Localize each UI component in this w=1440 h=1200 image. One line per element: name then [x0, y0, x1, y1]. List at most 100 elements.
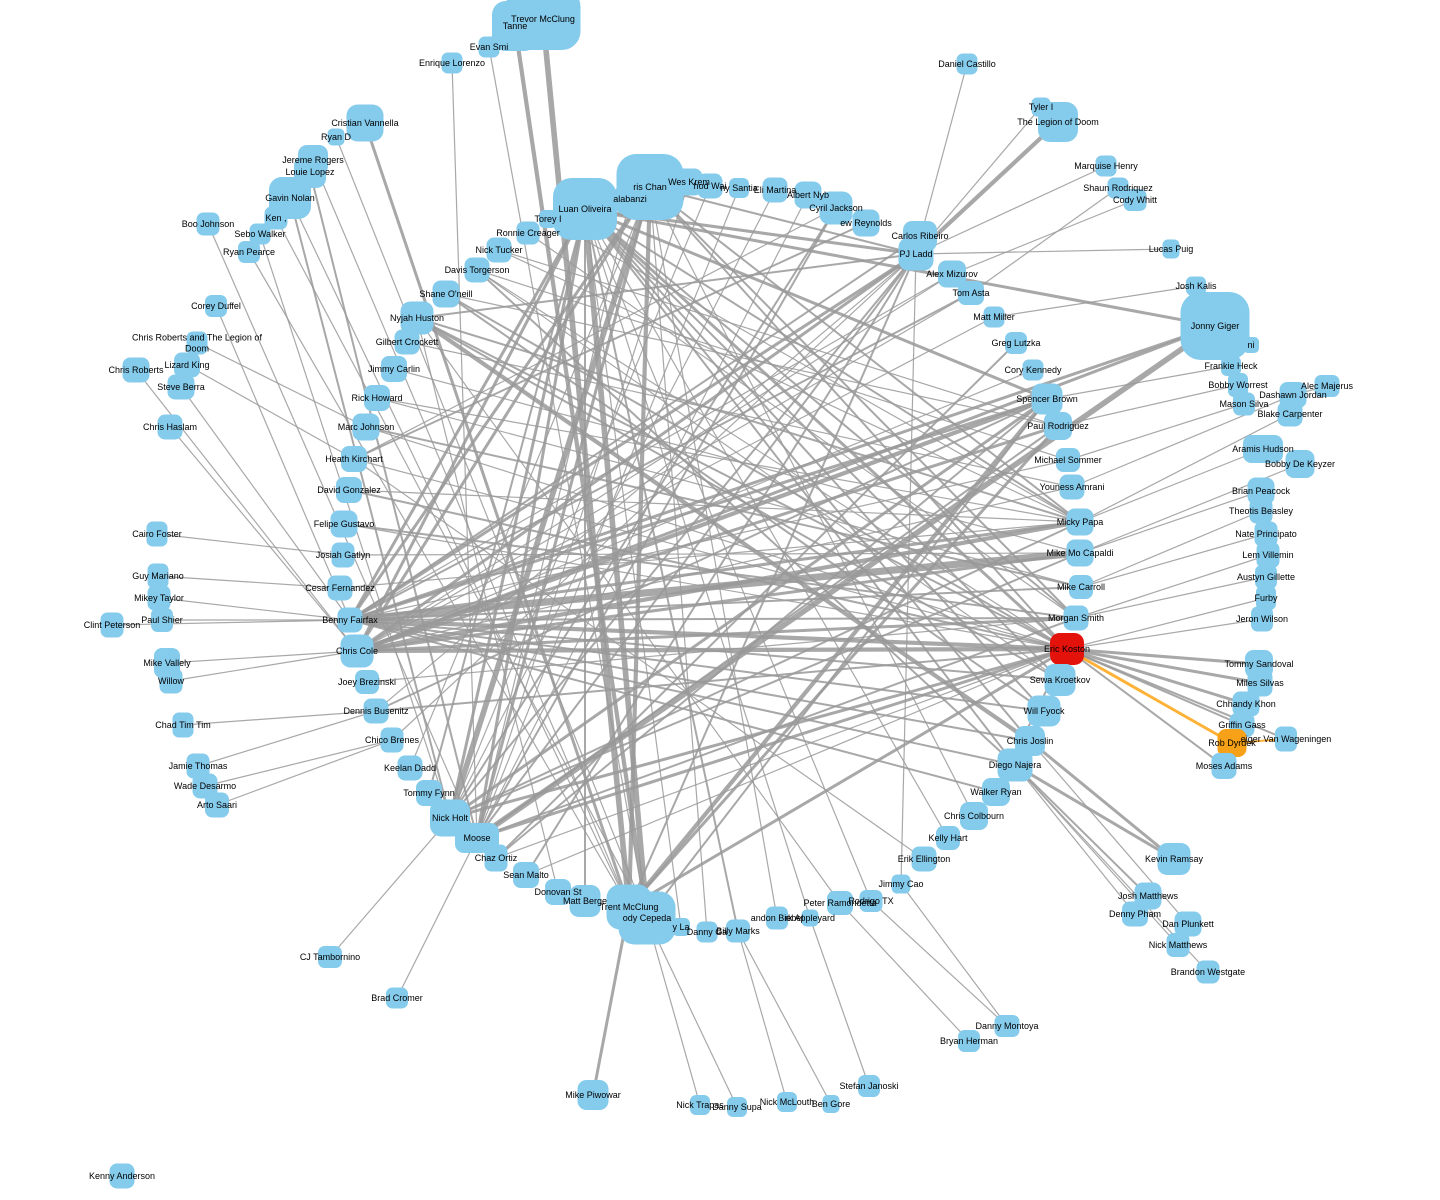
- node-mike-piwowar[interactable]: [577, 1080, 609, 1110]
- node-enrique-lorenzo[interactable]: [441, 52, 463, 74]
- node-ryan-pearce[interactable]: [238, 241, 260, 263]
- node-chris-cole[interactable]: [340, 634, 374, 668]
- node-cairo-foster[interactable]: [146, 521, 168, 547]
- node-marc-johnson[interactable]: [352, 413, 380, 441]
- node-cesar-fernandez[interactable]: [327, 575, 353, 601]
- node-danny-montoya[interactable]: [994, 1015, 1020, 1037]
- node-chris-roberts[interactable]: [122, 357, 150, 383]
- node-martina[interactable]: [762, 177, 788, 203]
- node-ishod-wair[interactable]: [697, 173, 723, 199]
- node-sebo-walker[interactable]: [249, 223, 271, 245]
- node-furby[interactable]: [1256, 586, 1276, 610]
- node-clint-peterson[interactable]: [100, 612, 124, 638]
- node-andrew-reynolds[interactable]: [852, 209, 880, 237]
- node-dennis-busenitz[interactable]: [363, 698, 389, 724]
- node-chris-chann[interactable]: [616, 154, 684, 220]
- node-blake-carpenter[interactable]: [1277, 401, 1303, 427]
- node-paul-rodriguez[interactable]: [1044, 412, 1072, 440]
- node-denny-pham[interactable]: [1122, 901, 1148, 927]
- node-theotis-beasley[interactable]: [1249, 498, 1273, 524]
- node-marquise-henry[interactable]: [1095, 155, 1117, 177]
- node-chhandy-khon[interactable]: [1232, 691, 1260, 717]
- node-alec-majerus[interactable]: [1314, 375, 1340, 397]
- node-ben-gore[interactable]: [822, 1095, 840, 1113]
- node-sewa-kroetkov[interactable]: [1044, 664, 1076, 696]
- node-cristian-vannella[interactable]: [346, 104, 384, 142]
- node-cyril-jackson[interactable]: [819, 191, 853, 225]
- node-michael-sommer[interactable]: [1056, 448, 1080, 472]
- node-aramis-hudson[interactable]: [1243, 435, 1283, 463]
- node-trevor-mcclung[interactable]: [505, 0, 581, 50]
- node-frankie-heck[interactable]: [1221, 356, 1241, 376]
- node-rick-howard[interactable]: [364, 385, 390, 411]
- node-billy-marks[interactable]: [726, 919, 750, 943]
- node-josh-kalis[interactable]: [1186, 276, 1206, 296]
- node-torey[interactable]: [539, 210, 557, 228]
- node-peter-ramondetta[interactable]: [827, 891, 853, 915]
- node-youness-amrani[interactable]: [1059, 474, 1085, 500]
- node-albert-nyberg[interactable]: [794, 181, 822, 209]
- node-alex-mizurov[interactable]: [938, 260, 966, 288]
- node-keelan-dadd[interactable]: [397, 755, 423, 781]
- node-chico-brenes[interactable]: [380, 727, 404, 753]
- node-santiago[interactable]: [729, 178, 749, 198]
- node-matt-miller[interactable]: [983, 306, 1005, 328]
- node-bryan-herman[interactable]: [958, 1030, 980, 1052]
- node-eric-koston[interactable]: [1050, 633, 1084, 665]
- node-jeron-wilson[interactable]: [1251, 606, 1273, 632]
- node-ronnie-creager[interactable]: [516, 221, 540, 245]
- node-heath-kirchart[interactable]: [341, 446, 367, 472]
- node-shaun-rodriquez[interactable]: [1107, 177, 1129, 199]
- node-tom-asta[interactable]: [958, 281, 984, 305]
- node-chris-haslam[interactable]: [157, 414, 183, 440]
- node-jonny-giger[interactable]: [1180, 292, 1250, 360]
- node-danny-supa[interactable]: [727, 1097, 747, 1117]
- node-davis-torgerson[interactable]: [464, 257, 490, 283]
- node-jimmy-carlin[interactable]: [381, 356, 407, 382]
- node-mark-appleyard[interactable]: [801, 909, 819, 927]
- node-nick-tucker[interactable]: [486, 237, 512, 263]
- node-rob-dyrdek[interactable]: [1217, 729, 1247, 757]
- node-y-la[interactable]: [672, 918, 690, 936]
- node-gilbert-crockett[interactable]: [394, 329, 420, 355]
- node-paul-shier[interactable]: [151, 608, 173, 632]
- node-miles-silvas[interactable]: [1247, 669, 1273, 697]
- node-kevin-ramsay[interactable]: [1157, 843, 1191, 875]
- node-sean-malto[interactable]: [513, 862, 539, 888]
- node-nick-holt[interactable]: [430, 799, 470, 837]
- node-kenny-anderson[interactable]: [109, 1163, 135, 1189]
- node-josiah-gatlyn[interactable]: [331, 542, 355, 568]
- node-tommy-fynn[interactable]: [416, 780, 442, 806]
- node-ryan-d[interactable]: [327, 128, 345, 146]
- node-austyn-gillette[interactable]: [1255, 565, 1277, 589]
- node-guy-mariano[interactable]: [147, 563, 169, 589]
- node-boo-johnson[interactable]: [196, 212, 220, 236]
- node-nate-principato[interactable]: [1254, 521, 1278, 547]
- node-evan-smith[interactable]: [478, 36, 500, 58]
- node-chris-roberts-lod[interactable]: [186, 331, 208, 355]
- node-david-gonzalez[interactable]: [336, 477, 362, 503]
- node-micky-papa[interactable]: [1066, 508, 1094, 536]
- node-cory-kennedy[interactable]: [1022, 359, 1044, 381]
- node-lem-villemin[interactable]: [1256, 542, 1280, 568]
- node-mason-silva[interactable]: [1233, 392, 1255, 416]
- node-wade-desarmo[interactable]: [192, 773, 218, 799]
- node-daniel-castillo[interactable]: [956, 53, 978, 75]
- node-shane-oneill[interactable]: [432, 280, 460, 308]
- node-trent-mcclung[interactable]: [606, 884, 652, 930]
- node-spencer-brown[interactable]: [1031, 383, 1063, 415]
- node-cj-tambornino[interactable]: [318, 946, 342, 968]
- node-benny-fairfax[interactable]: [337, 607, 363, 633]
- node-rodrigo-tx[interactable]: [859, 890, 883, 912]
- node-nick-mclouth[interactable]: [777, 1092, 797, 1112]
- node-arto-saari[interactable]: [205, 792, 229, 818]
- node-pj-ladd[interactable]: [898, 237, 934, 271]
- node-van-wageningen[interactable]: [1275, 726, 1297, 752]
- node-nick-matthews[interactable]: [1166, 933, 1190, 957]
- node-danny-garcia[interactable]: [696, 921, 718, 943]
- node-brandon-biebel[interactable]: [766, 906, 788, 930]
- node-legion-of-doom[interactable]: [1038, 102, 1078, 142]
- node-mikey-taylor[interactable]: [147, 585, 171, 611]
